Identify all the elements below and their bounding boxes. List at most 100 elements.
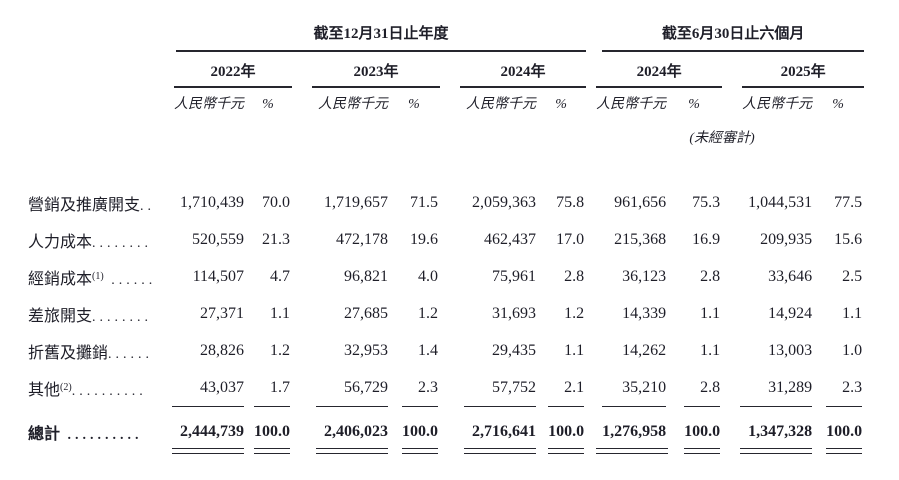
- total-amount-value: 2,444,739: [180, 423, 244, 440]
- pct-unit-label: %: [555, 97, 567, 112]
- subtotal-rule-row: [28, 406, 864, 416]
- row-others: 其他(2).......... 43,037 1.7 56,729 2.3 57…: [28, 369, 864, 406]
- total-pct-value: 100.0: [402, 423, 438, 440]
- period-group-header-row: 截至12月31日止年度 截至6月30日止六個月: [28, 12, 865, 52]
- row-depreciation-amortization: 折舊及攤銷...... 28,826 1.2 32,953 1.4 29,435…: [28, 332, 864, 369]
- pct-value: 1.7: [270, 378, 290, 396]
- column-gap: [586, 369, 596, 406]
- pct-value: 75.8: [556, 193, 585, 211]
- unit-header-row: 人民幣千元 % 人民幣千元 % 人民幣千元 % 人民幣千元 % 人民幣千元 %: [28, 88, 864, 116]
- double-rule-line: [826, 448, 863, 454]
- pct-unit-label: %: [688, 97, 700, 112]
- amount-value: 14,262: [622, 341, 667, 359]
- rule-line: [740, 406, 813, 407]
- year-header-row: 2022年 2023年 2024年 2024年 2025年: [28, 52, 865, 88]
- pct-value: 2.5: [842, 267, 863, 285]
- double-rule-line: [402, 448, 438, 454]
- amount-value: 43,037: [200, 378, 244, 396]
- rule-line: [316, 406, 388, 407]
- amount-value: 520,559: [192, 230, 244, 248]
- total-label: 總計: [28, 426, 61, 443]
- amount-value: 33,646: [768, 267, 813, 285]
- rule-line: [464, 406, 536, 407]
- row-label: 折舊及攤銷: [28, 344, 109, 362]
- double-rule-line: [684, 448, 721, 454]
- amount-value: 961,656: [614, 193, 667, 211]
- double-rule-line: [254, 448, 290, 454]
- pct-value: 2.1: [564, 378, 585, 396]
- total-pct-value: 100.0: [548, 423, 585, 440]
- row-total: 總計 .......... 2,444,739 100.0 2,406,023 …: [28, 416, 864, 448]
- amount-value: 56,729: [344, 378, 388, 396]
- amount-value: 14,924: [768, 304, 813, 322]
- pct-value: 16.9: [692, 230, 721, 248]
- pct-value: 1.2: [270, 341, 290, 359]
- double-rule-line: [316, 448, 388, 454]
- double-rule-line: [172, 448, 244, 454]
- column-gap: [586, 258, 596, 295]
- pct-value: 15.6: [834, 230, 863, 248]
- column-gap: [586, 221, 596, 258]
- leader-dots: ........: [92, 235, 153, 251]
- pct-value: 19.6: [410, 230, 438, 248]
- pct-value: 1.4: [418, 341, 438, 359]
- amount-value: 14,339: [622, 304, 667, 322]
- pct-unit-label: %: [262, 97, 274, 112]
- year-header-2024: 2024年: [460, 60, 587, 88]
- pct-value: 21.3: [262, 230, 290, 248]
- amount-value: 96,821: [344, 267, 388, 285]
- year-header-2024-interim: 2024年: [596, 60, 723, 88]
- double-rule-line: [740, 448, 813, 454]
- amount-value: 75,961: [492, 267, 536, 285]
- footnote-marker: (1): [92, 270, 104, 282]
- amount-value: 35,210: [622, 378, 667, 396]
- pct-value: 71.5: [410, 193, 438, 211]
- pct-value: 2.3: [842, 378, 863, 396]
- interim-period-title: 截至6月30日止六個月: [661, 26, 805, 42]
- pct-value: 77.5: [834, 193, 863, 211]
- amount-value: 2,059,363: [472, 193, 536, 211]
- total-pct-value: 100.0: [684, 423, 721, 440]
- column-gap: [586, 52, 596, 88]
- pct-value: 4.0: [418, 267, 438, 285]
- unaudited-note: (未經審計): [689, 131, 755, 146]
- leader-dots: ......: [108, 346, 154, 362]
- rule-line: [254, 406, 290, 407]
- footnote-marker: (2): [60, 381, 72, 393]
- column-gap: [586, 406, 596, 416]
- amount-value: 462,437: [484, 230, 536, 248]
- pct-value: 17.0: [556, 230, 585, 248]
- year-header-2025-interim: 2025年: [742, 60, 865, 88]
- rule-line: [172, 406, 244, 407]
- amount-value: 209,935: [760, 230, 813, 248]
- total-pct-value: 100.0: [826, 423, 863, 440]
- pct-value: 1.1: [700, 341, 721, 359]
- amount-value: 472,178: [336, 230, 388, 248]
- amount-value: 215,368: [614, 230, 667, 248]
- pct-value: 70.0: [262, 193, 290, 211]
- column-gap: [586, 184, 596, 221]
- cost-breakdown-table: 截至12月31日止年度 截至6月30日止六個月 2022年 2023年 2024…: [28, 12, 865, 456]
- amount-value: 32,953: [344, 341, 388, 359]
- year-header-2022: 2022年: [174, 60, 292, 88]
- double-rule-line: [548, 448, 585, 454]
- double-rule-line: [464, 448, 536, 454]
- rule-line: [684, 406, 721, 407]
- column-gap: [586, 88, 596, 116]
- pct-value: 1.1: [270, 304, 290, 322]
- double-rule-line: [596, 448, 669, 454]
- annual-period-title: 截至12月31日止年度: [313, 26, 449, 42]
- leader-dots: ........: [92, 309, 153, 325]
- pct-unit-label: %: [408, 97, 420, 112]
- row-label: 營銷及推廣開支: [28, 196, 141, 214]
- rule-line: [826, 406, 863, 407]
- pct-value: 1.1: [564, 341, 585, 359]
- row-travel-expenses: 差旅開支........ 27,371 1.1 27,685 1.2 31,69…: [28, 295, 864, 332]
- column-gap: [586, 448, 596, 456]
- amount-value: 36,123: [622, 267, 667, 285]
- total-amount-value: 2,716,641: [472, 423, 536, 440]
- pct-value: 1.1: [700, 304, 721, 322]
- amount-value: 27,685: [344, 304, 388, 322]
- pct-value: 75.3: [692, 193, 721, 211]
